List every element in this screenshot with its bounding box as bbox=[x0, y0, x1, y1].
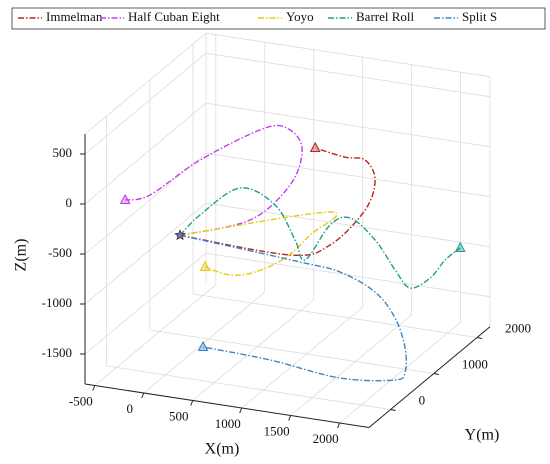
y-tick-label: 0 bbox=[419, 392, 426, 407]
y-tick bbox=[476, 337, 483, 339]
grid-line bbox=[192, 293, 478, 338]
grid-line bbox=[205, 202, 491, 248]
grid-line bbox=[290, 314, 412, 416]
box-edge bbox=[205, 32, 491, 78]
z-tick-label: -1000 bbox=[42, 295, 72, 310]
trajectory bbox=[125, 124, 303, 236]
x-tick-label: 0 bbox=[127, 401, 134, 416]
grid-line bbox=[339, 321, 461, 424]
grid-line bbox=[205, 152, 491, 198]
y-tick-label: 2000 bbox=[505, 320, 531, 335]
grid-line bbox=[84, 52, 207, 155]
legend-label: Half Cuban Eight bbox=[128, 9, 220, 24]
grid-line bbox=[149, 329, 434, 374]
grid-line bbox=[84, 202, 207, 305]
x-tick-label: -500 bbox=[69, 393, 93, 408]
end-marker bbox=[309, 141, 321, 153]
legend-label: Immelman bbox=[46, 9, 103, 24]
x-axis-label: X(m) bbox=[205, 441, 240, 458]
legend-label: Split S bbox=[462, 9, 497, 24]
z-tick-label: 500 bbox=[53, 145, 73, 160]
grid-layer: -500 0 500 1000 1500 2000 0 1000 2000 -1500 -1000 -… bbox=[42, 32, 531, 446]
x-tick bbox=[141, 392, 145, 399]
start-marker bbox=[174, 229, 186, 240]
legend-label: Yoyo bbox=[286, 9, 314, 24]
x-axis bbox=[84, 383, 370, 428]
x-tick bbox=[337, 422, 341, 429]
z-tick-label: -500 bbox=[48, 245, 72, 260]
box-edge bbox=[84, 32, 207, 135]
end-marker bbox=[454, 241, 466, 252]
x-tick-label: 2000 bbox=[313, 431, 339, 446]
grid-line bbox=[192, 299, 314, 401]
x-tick bbox=[239, 407, 243, 414]
y-axis-label: Y(m) bbox=[465, 427, 500, 444]
z-tick-label: -1500 bbox=[42, 345, 72, 360]
x-tick-label: 1500 bbox=[264, 423, 290, 438]
grid-line bbox=[143, 291, 266, 394]
z-tick-label: 0 bbox=[66, 195, 73, 210]
x-tick-label: 500 bbox=[169, 408, 189, 423]
end-marker bbox=[119, 193, 131, 205]
grid-line bbox=[84, 252, 207, 355]
y-tick-label: 1000 bbox=[462, 356, 488, 371]
legend-label: Barrel Roll bbox=[356, 9, 415, 24]
grid-line bbox=[94, 284, 217, 386]
trajectory bbox=[179, 211, 338, 276]
y-axis bbox=[368, 326, 491, 428]
grid-line bbox=[205, 52, 491, 98]
grid-line bbox=[241, 306, 363, 409]
z-axis-label: Z(m) bbox=[13, 239, 30, 272]
trajectory bbox=[179, 234, 408, 382]
end-marker bbox=[199, 260, 211, 272]
x-tick-label: 1000 bbox=[215, 416, 241, 431]
x-tick bbox=[92, 385, 96, 391]
grid-line bbox=[106, 365, 391, 410]
line-layer bbox=[119, 124, 466, 382]
x-tick bbox=[190, 400, 194, 406]
y-tick bbox=[390, 409, 396, 411]
grid-line bbox=[84, 102, 207, 205]
grid-line bbox=[205, 102, 491, 148]
y-tick bbox=[433, 373, 439, 375]
end-marker bbox=[197, 340, 209, 352]
legend: Immelman Half Cuban Eight Yoyo Barrel Roll S… bbox=[18, 9, 497, 24]
trajectory bbox=[179, 187, 461, 289]
x-tick bbox=[288, 415, 292, 421]
